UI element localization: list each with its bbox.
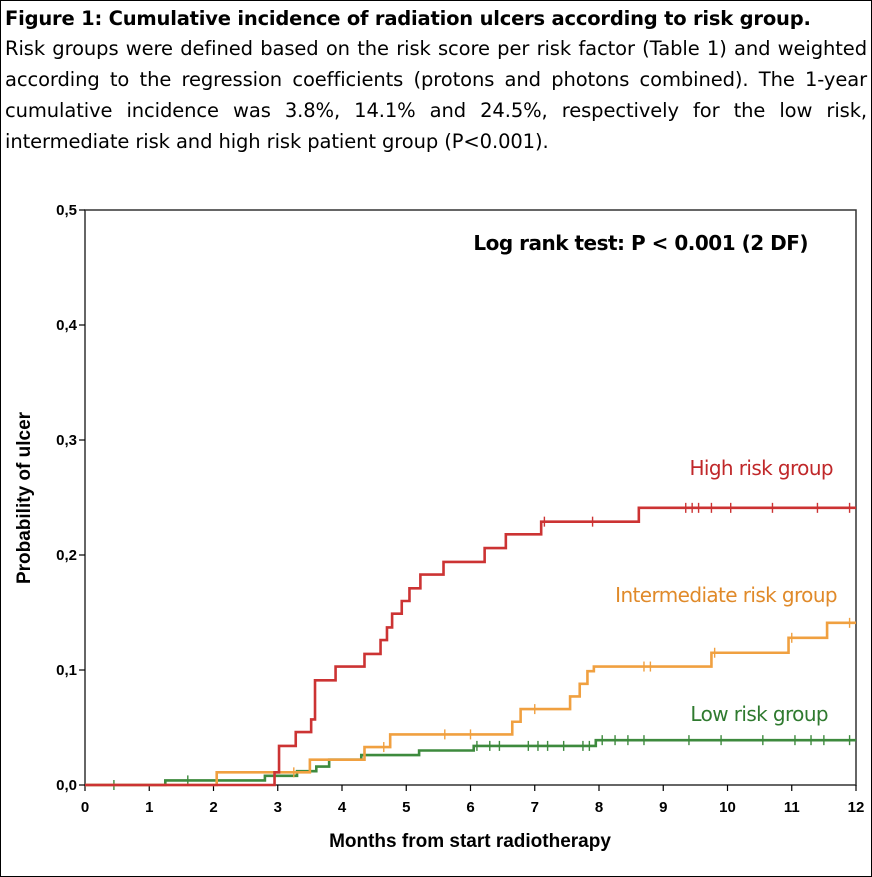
y-tick-label: 0,1 [56,662,77,679]
chart-axes: 0 1 2 3 4 5 6 7 8 9 10 11 120,00,10,20,30,40,5 [56,202,864,816]
series-line-low-risk [85,738,856,787]
x-tick-label: 1 [145,799,153,816]
x-tick-label: 12 [848,799,865,816]
y-axis-title: Probability of ulcer [14,411,35,584]
x-axis-title: Months from start radiotherapy [329,831,611,852]
caption-title: Figure 1: Cumulative incidence of radiat… [5,7,811,30]
x-tick-label: 9 [659,799,667,816]
caption-body: Risk groups were defined based on the ri… [5,37,867,153]
series-line-high-risk [85,506,856,787]
x-tick-label: 0 [81,799,89,816]
legend-label-low-risk: Low risk group [690,702,828,726]
y-tick-label: 0,3 [56,432,77,449]
x-tick-label: 3 [274,799,282,816]
x-tick-label: 7 [531,799,539,816]
y-tick-label: 0,4 [56,317,78,334]
x-tick-label: 11 [784,799,800,816]
x-tick-label: 2 [209,799,217,816]
plot-area-frame [84,209,857,786]
y-tick-label: 0,0 [56,777,77,794]
x-tick-label: 5 [402,799,410,816]
x-tick-label: 10 [719,799,736,816]
legend-label-intermediate-risk: Intermediate risk group [615,583,837,607]
x-tick-label: 8 [595,799,603,816]
series-line-intermediate-risk [85,621,856,787]
series-high-risk [85,502,856,787]
log-rank-annotation: Log rank test: P < 0.001 (2 DF) [473,231,808,255]
x-tick-label: 6 [466,799,474,816]
figure-caption: Figure 1: Cumulative incidence of radiat… [5,5,867,157]
series-intermediate-risk [85,617,856,787]
y-tick-label: 0,5 [56,202,77,219]
series-low-risk [85,735,856,790]
chart-series [85,502,856,790]
legend-label-high-risk: High risk group [689,456,833,480]
x-tick-label: 4 [338,799,347,816]
y-tick-label: 0,2 [56,547,77,564]
